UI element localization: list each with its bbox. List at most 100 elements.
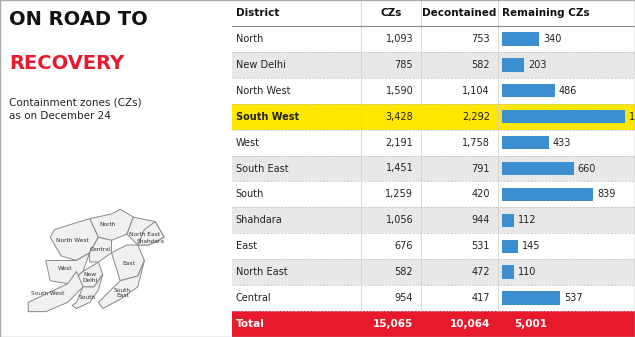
Bar [502,136,549,149]
Text: 944: 944 [471,215,490,225]
Polygon shape [98,261,144,309]
Polygon shape [112,245,144,281]
Bar [502,266,514,279]
Text: 2,292: 2,292 [462,112,490,122]
Text: 582: 582 [394,267,413,277]
Bar [502,32,539,45]
Text: South West: South West [31,290,65,296]
Text: District: District [236,8,279,18]
Text: Central: Central [236,293,271,303]
Text: Remaining CZs: Remaining CZs [502,8,589,18]
Text: Central: Central [90,247,111,252]
Text: 791: 791 [471,163,490,174]
Bar [232,285,635,311]
Text: 1,758: 1,758 [462,137,490,148]
Text: 5,001: 5,001 [514,319,547,329]
Text: South East: South East [236,163,288,174]
Bar [232,207,635,233]
Text: 537: 537 [565,293,583,303]
Text: ON ROAD TO: ON ROAD TO [10,10,148,29]
Text: 1,093: 1,093 [385,34,413,44]
Bar [502,292,560,305]
Bar [232,26,635,52]
Bar [232,156,635,181]
Text: 1,259: 1,259 [385,189,413,200]
Bar [502,84,555,97]
Text: 676: 676 [395,241,413,251]
Text: 203: 203 [528,60,547,70]
Text: 1,104: 1,104 [462,86,490,96]
Text: 110: 110 [518,267,537,277]
Text: North East: North East [236,267,288,277]
Bar [232,130,635,156]
Polygon shape [72,274,103,309]
Bar [502,110,625,123]
Bar [232,181,635,207]
Text: Total: Total [236,319,265,329]
Text: 1,136: 1,136 [629,112,635,122]
Text: 582: 582 [471,60,490,70]
Text: 433: 433 [553,137,572,148]
Text: 839: 839 [597,189,615,200]
Polygon shape [90,209,133,240]
Text: Shahdara: Shahdara [137,239,165,244]
Bar [232,259,635,285]
Bar [232,311,635,337]
Text: 954: 954 [395,293,413,303]
Text: South
East: South East [114,288,131,299]
Text: CZs: CZs [380,8,402,18]
Bar [502,188,593,201]
Text: North West: North West [236,86,290,96]
Text: 486: 486 [559,86,577,96]
Text: RECOVERY: RECOVERY [10,54,124,73]
Text: 112: 112 [518,215,537,225]
Bar [502,214,514,227]
Text: 1,056: 1,056 [385,215,413,225]
Text: 472: 472 [471,267,490,277]
Text: 145: 145 [522,241,540,251]
Text: North: North [236,34,263,44]
Text: 417: 417 [471,293,490,303]
Text: 15,065: 15,065 [373,319,413,329]
Bar [232,104,635,130]
Text: New
Delhi: New Delhi [82,272,97,283]
Text: 10,064: 10,064 [450,319,490,329]
Text: 1,590: 1,590 [385,86,413,96]
Text: East: East [236,241,257,251]
Bar [232,52,635,78]
Bar [232,0,635,26]
Text: 2,191: 2,191 [385,137,413,148]
Polygon shape [90,237,112,262]
Bar [232,78,635,104]
Bar [502,240,518,253]
Bar [502,162,573,175]
Text: 3,428: 3,428 [385,112,413,122]
Text: New Delhi: New Delhi [236,60,286,70]
Polygon shape [138,222,164,245]
Polygon shape [28,271,83,312]
Text: 420: 420 [471,189,490,200]
Text: 660: 660 [578,163,596,174]
Text: West: West [58,266,73,271]
Bar [502,58,524,71]
Text: South: South [79,295,96,300]
Text: 1,451: 1,451 [385,163,413,174]
Text: North East: North East [129,232,160,237]
Polygon shape [50,219,98,261]
Text: North West: North West [56,238,88,243]
Text: Decontained: Decontained [422,8,497,18]
Polygon shape [127,217,164,245]
Text: 753: 753 [471,34,490,44]
Text: East: East [123,261,135,266]
Text: 340: 340 [543,34,561,44]
Polygon shape [46,253,90,284]
Text: Containment zones (CZs)
as on December 24: Containment zones (CZs) as on December 2… [10,98,142,121]
Polygon shape [76,262,103,287]
Text: 531: 531 [471,241,490,251]
Bar [232,233,635,259]
Text: West: West [236,137,260,148]
Text: South: South [236,189,264,200]
Text: North: North [99,222,116,227]
Text: Shahdara: Shahdara [236,215,283,225]
Text: South West: South West [236,112,299,122]
